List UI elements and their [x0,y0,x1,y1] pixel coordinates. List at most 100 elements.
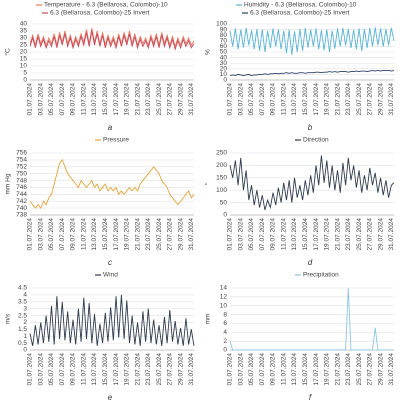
x-tick-label: 25.07.2024 [356,83,363,116]
y-tick-label: 754 [16,157,27,164]
data-line [29,28,195,48]
legend-label: Temperature - 6.3 (Bellarosa, Colombo)-1… [44,2,168,9]
x-tick-label: 15.07.2024 [102,83,109,116]
y-tick-label: 0 [23,77,27,84]
x-tick-label: 17.07.2024 [313,353,320,386]
y-tick-label: 12 [220,294,228,301]
x-tick-label: 19.07.2024 [324,353,331,386]
x-tick-label: 01.07.2024 [227,218,234,251]
data-line [29,294,195,346]
x-tick-label: 25.07.2024 [356,218,363,251]
y-axis-label: m/s [5,313,12,324]
x-tick-label: 09.07.2024 [270,353,277,386]
y-tick-label: 746 [16,184,27,191]
panel-caption: d [308,258,313,267]
y-tick-label: 50 [220,199,228,206]
y-tick-label: 14 [220,285,228,292]
y-tick-label: 1.5 [18,326,27,333]
legend-label: Pressure [103,137,129,144]
x-tick-label: 29.07.2024 [177,353,184,386]
y-tick-label: 748 [16,177,27,184]
x-tick-label: 15.07.2024 [302,218,309,251]
x-tick-label: 25.07.2024 [156,353,163,386]
y-tick-label: 60 [220,43,228,50]
y-tick-label: 4 [23,292,27,299]
panel-caption: a [108,123,113,132]
x-tick-label: 17.07.2024 [313,83,320,116]
y-tick-label: 80 [220,32,228,39]
y-tick-label: 742 [16,198,27,205]
x-tick-label: 09.07.2024 [70,83,77,116]
x-tick-label: 07.07.2024 [59,218,66,251]
legend-label: Wind [103,272,118,279]
x-tick-label: 05.07.2024 [48,353,55,386]
x-tick-label: 29.07.2024 [377,83,384,116]
legend-label: 6.3 (Bellarosa, Colombo)-25 Invert [50,10,150,17]
y-tick-label: 0 [223,347,227,354]
x-tick-label: 17.07.2024 [113,83,120,116]
x-tick-label: 11.07.2024 [80,83,87,115]
y-tick-label: 35 [20,28,28,35]
y-tick-label: 4.5 [18,285,27,292]
y-tick-label: 5 [23,70,27,77]
y-tick-label: 40 [220,54,228,61]
y-tick-label: 20 [20,49,28,56]
x-tick-label: 19.07.2024 [324,83,331,116]
x-tick-label: 11.07.2024 [280,83,287,115]
x-tick-label: 27.07.2024 [167,353,174,386]
x-tick-label: 13.07.2024 [291,353,298,386]
y-tick-label: 25 [20,42,28,49]
y-tick-label: 756 [16,150,27,157]
y-tick-label: 250 [216,150,227,157]
y-tick-label: 10 [20,63,28,70]
x-tick-label: 13.07.2024 [91,353,98,386]
y-tick-label: 0 [223,77,227,84]
x-tick-label: 15.07.2024 [102,218,109,251]
y-tick-label: 0.5 [18,340,27,347]
y-tick-label: 50 [220,49,228,56]
x-tick-label: 21.07.2024 [134,83,141,116]
y-tick-label: 100 [216,21,227,28]
y-tick-label: 0 [223,212,227,219]
panel-caption: e [108,393,113,402]
x-tick-label: 01.07.2024 [27,83,34,116]
x-tick-label: 03.07.2024 [237,83,244,116]
x-tick-label: 31.07.2024 [388,353,395,386]
x-tick-label: 07.07.2024 [59,353,66,386]
x-tick-label: 25.07.2024 [156,218,163,251]
x-tick-label: 19.07.2024 [324,218,331,251]
x-tick-label: 31.07.2024 [388,83,395,116]
y-axis-label: mm Hg [5,173,12,194]
x-tick-label: 27.07.2024 [167,218,174,251]
x-tick-label: 07.07.2024 [59,83,66,116]
x-tick-label: 17.07.2024 [313,218,320,251]
y-tick-label: 30 [20,35,28,42]
y-tick-label: 15 [20,56,28,63]
x-tick-label: 01.07.2024 [27,218,34,251]
x-tick-label: 11.07.2024 [280,218,287,250]
x-tick-label: 05.07.2024 [48,218,55,251]
y-tick-label: 10 [220,71,228,78]
x-tick-label: 13.07.2024 [91,83,98,116]
x-tick-label: 27.07.2024 [367,83,374,116]
x-tick-label: 09.07.2024 [270,218,277,251]
x-tick-label: 23.07.2024 [345,353,352,386]
x-tick-label: 13.07.2024 [291,83,298,116]
data-line [229,27,395,55]
x-tick-label: 15.07.2024 [102,353,109,386]
y-tick-label: 3 [23,305,27,312]
x-tick-label: 19.07.2024 [124,83,131,116]
y-axis-label: ° [204,182,212,185]
x-tick-label: 21.07.2024 [334,83,341,116]
x-tick-label: 07.07.2024 [259,83,266,116]
x-tick-label: 09.07.2024 [70,218,77,251]
x-tick-label: 29.07.2024 [377,218,384,251]
data-line [229,70,395,76]
legend-label: Humidity - 6.3 (Bellarosa, Colombo)-10 [244,2,357,9]
x-tick-label: 01.07.2024 [227,353,234,386]
x-tick-label: 03.07.2024 [237,218,244,251]
y-axis-label: °C [4,48,12,56]
x-tick-label: 17.07.2024 [113,218,120,251]
x-tick-label: 21.07.2024 [134,218,141,251]
